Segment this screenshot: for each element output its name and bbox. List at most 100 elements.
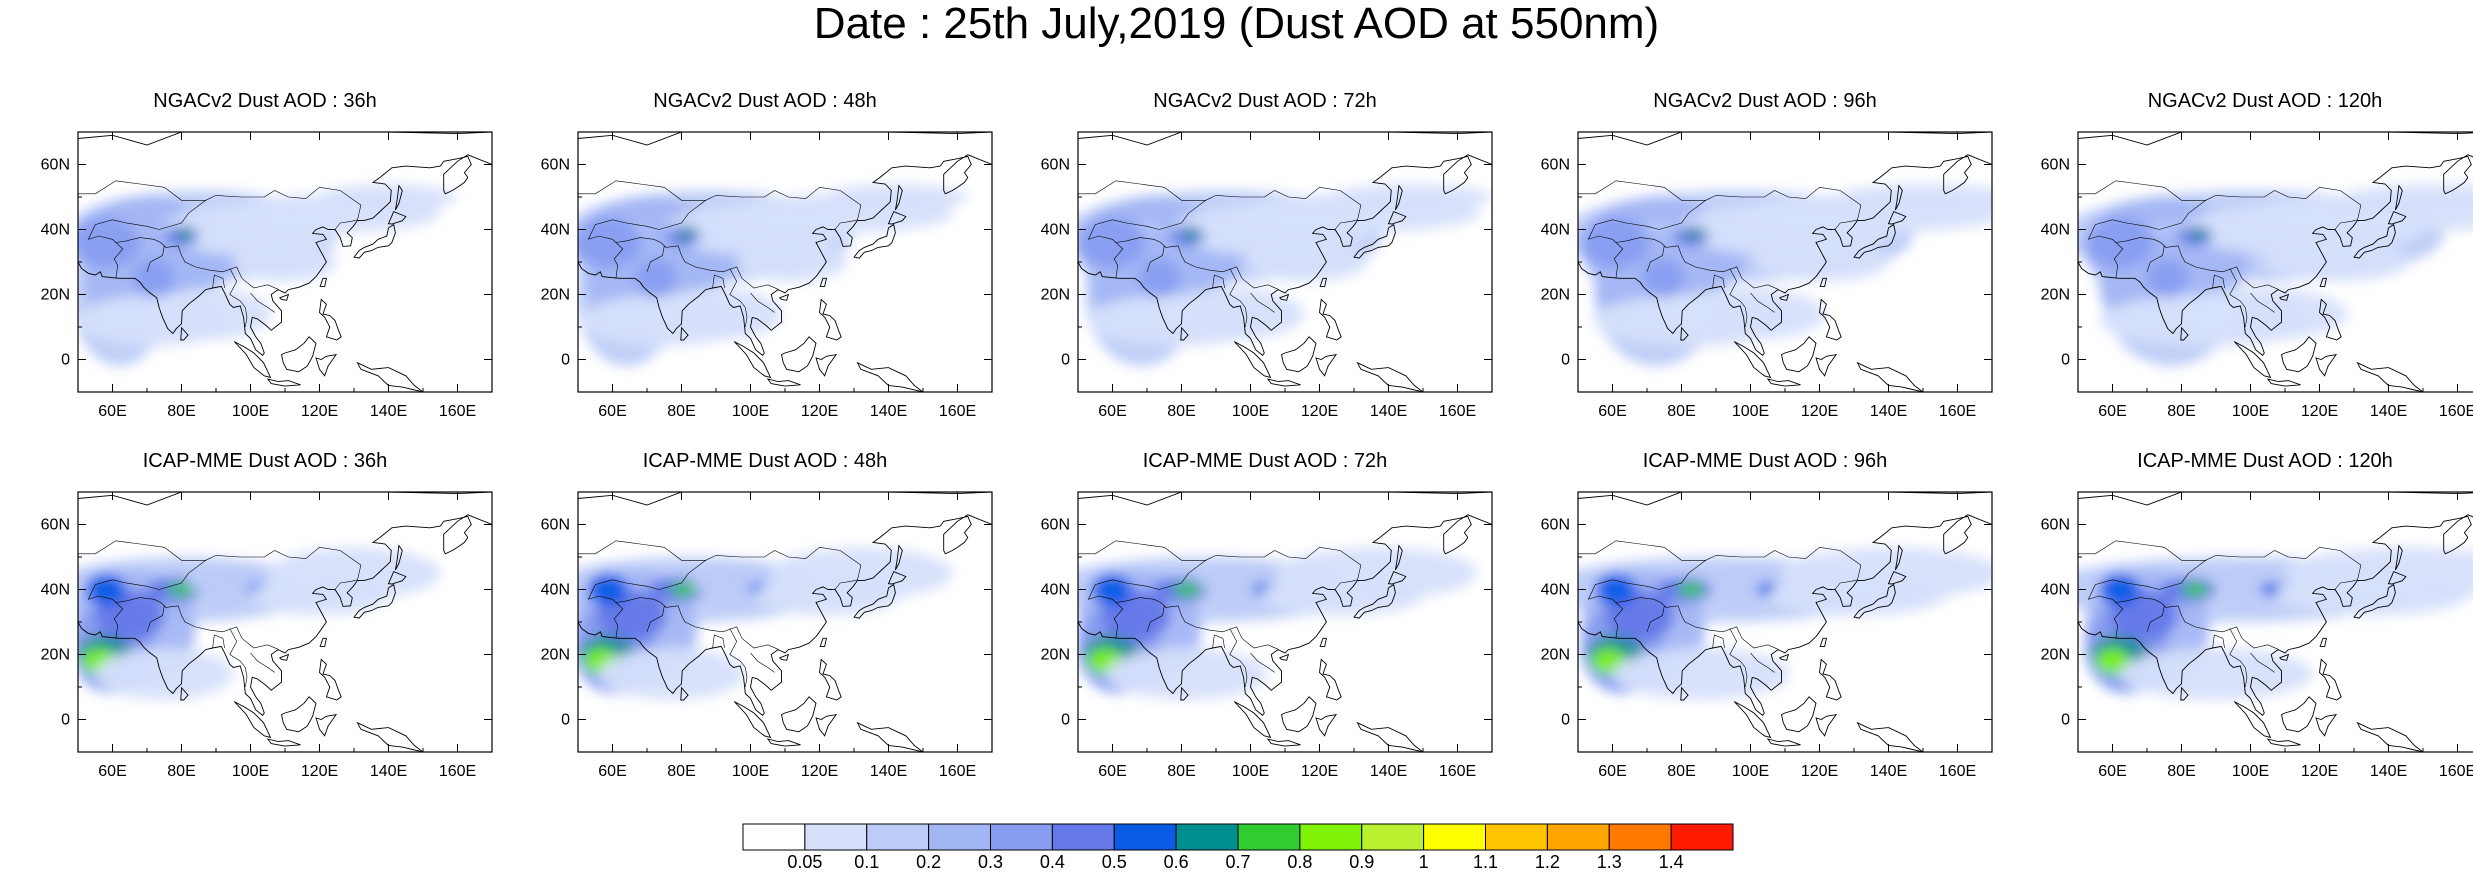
lon-tick-label: 160E <box>939 403 976 420</box>
country-border <box>1241 278 1279 290</box>
country-border <box>2113 602 2124 639</box>
island-outline <box>1180 326 1189 341</box>
colorbar-label: 1.3 <box>1596 852 1622 872</box>
panel-title: ICAP-MME Dust AOD : 36h <box>142 450 388 472</box>
island-outline <box>1894 544 1903 571</box>
lat-tick-label: 60N <box>41 517 70 534</box>
island-outline <box>1887 571 1907 585</box>
dust-plume <box>2274 576 2468 616</box>
lat-tick-label: 40N <box>41 222 70 239</box>
lon-tick-label: 160E <box>1439 763 1476 780</box>
country-border <box>241 278 279 290</box>
lon-tick-label: 80E <box>667 763 695 780</box>
lon-tick-label: 120E <box>301 403 338 420</box>
country-border <box>1115 597 1243 639</box>
colorbar-swatch <box>1113 823 1177 851</box>
dust-plume <box>1078 216 1147 269</box>
country-border <box>613 602 624 639</box>
panel-title: NGACv2 Dust AOD : 72h <box>1153 90 1377 112</box>
country-border <box>1113 242 1124 279</box>
lon-tick-label: 160E <box>439 403 476 420</box>
island-outline <box>778 293 790 301</box>
dust-plume <box>635 258 677 298</box>
island-outline <box>2266 378 2301 387</box>
lon-tick-label: 160E <box>1439 403 1476 420</box>
country-border <box>1729 268 1748 328</box>
lon-tick-label: 160E <box>2439 403 2473 420</box>
island-outline <box>353 583 396 619</box>
dust-plume <box>2084 216 2154 269</box>
island-outline <box>1394 184 1403 211</box>
dust-plume <box>1090 573 1133 606</box>
country-border <box>2115 597 2243 639</box>
island-outline <box>315 353 338 377</box>
lon-tick-label: 140E <box>870 763 907 780</box>
island-outline <box>815 713 838 737</box>
island-outline <box>1778 653 1790 661</box>
island-outline <box>680 326 689 341</box>
island-outline <box>1887 211 1907 225</box>
dust-plume <box>598 648 745 700</box>
coastline <box>2078 132 2473 146</box>
lon-tick-label: 120E <box>1801 403 1838 420</box>
island-outline <box>1278 293 1290 301</box>
colorbar-swatch <box>1670 823 1734 851</box>
lon-tick-label: 120E <box>1301 403 1338 420</box>
island-outline <box>2180 326 2189 341</box>
colorbar-swatch <box>1608 823 1672 851</box>
island-outline <box>2356 721 2424 752</box>
panel-title: ICAP-MME Dust AOD : 120h <box>2137 450 2393 472</box>
country-border <box>2241 638 2279 650</box>
island-outline <box>2315 353 2338 377</box>
island-outline <box>266 378 301 387</box>
lon-tick-label: 80E <box>167 763 195 780</box>
lat-tick-label: 0 <box>1561 352 1570 369</box>
lon-tick-label: 140E <box>1370 763 1407 780</box>
dust-plume <box>1139 258 1181 298</box>
country-border <box>146 245 165 272</box>
island-outline <box>2394 184 2403 211</box>
country-border <box>1578 540 1706 561</box>
dust-plume <box>822 184 969 210</box>
lat-tick-label: 20N <box>1541 287 1570 304</box>
country-border <box>613 242 624 279</box>
lat-tick-label: 0 <box>561 712 570 729</box>
map-plot: 60E 80E 100E 120E 140E 160E 60N 40N 20N 0 <box>1041 131 1493 420</box>
dust-plume <box>1329 184 1492 210</box>
lat-tick-label: 0 <box>1061 352 1070 369</box>
colorbar-swatch <box>866 823 930 851</box>
country-border <box>1212 634 1225 649</box>
lon-tick-label: 60E <box>598 403 626 420</box>
colorbar-label: 0.4 <box>1039 852 1065 872</box>
island-outline <box>819 277 827 287</box>
lon-tick-label: 80E <box>1167 403 1195 420</box>
colorbar-swatch <box>1361 823 1425 851</box>
dust-plume <box>1677 583 1706 596</box>
country-border <box>1241 638 1279 650</box>
island-outline <box>387 211 407 225</box>
island-outline <box>819 298 842 341</box>
colorbar-swatch <box>804 823 868 851</box>
lat-tick-label: 60N <box>1541 157 1570 174</box>
country-border <box>146 605 165 632</box>
colorbar-swatch <box>1299 823 1363 851</box>
country-border <box>615 237 743 279</box>
dust-field <box>2078 184 2473 366</box>
lat-tick-label: 0 <box>61 352 70 369</box>
island-outline <box>1315 353 1338 377</box>
country-border <box>1741 278 1779 290</box>
lon-tick-label: 100E <box>732 403 769 420</box>
island-outline <box>815 353 838 377</box>
country-border <box>1087 579 1160 603</box>
country-border <box>1615 597 1743 639</box>
lon-tick-label: 140E <box>2370 403 2407 420</box>
island-outline <box>894 544 903 571</box>
country-border <box>729 268 748 328</box>
island-outline <box>1280 336 1317 373</box>
dust-field <box>1578 547 1992 700</box>
map-plot: 60E 80E 100E 120E 140E 160E 60N 40N 20N 0 <box>1041 491 1493 780</box>
country-border <box>1750 292 1775 313</box>
island-outline <box>319 298 342 341</box>
country-border <box>2229 268 2248 328</box>
island-outline <box>1319 277 1327 287</box>
